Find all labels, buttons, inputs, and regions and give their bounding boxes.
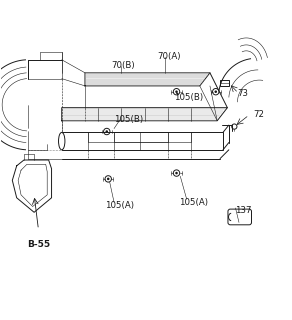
Circle shape	[107, 178, 110, 180]
Text: 105(B): 105(B)	[174, 93, 203, 102]
Text: 72: 72	[253, 110, 265, 119]
Text: 70(B): 70(B)	[111, 61, 135, 70]
Circle shape	[105, 130, 108, 133]
FancyBboxPatch shape	[228, 209, 251, 225]
Text: 105(A): 105(A)	[105, 201, 134, 211]
Bar	[114, 132, 168, 142]
Text: 105(B): 105(B)	[114, 116, 143, 124]
Text: 73: 73	[238, 89, 248, 98]
Bar	[220, 80, 229, 86]
Ellipse shape	[58, 132, 65, 150]
Bar	[62, 132, 223, 150]
Circle shape	[175, 91, 178, 93]
Text: 70(A): 70(A)	[158, 52, 181, 61]
Text: B-55: B-55	[27, 240, 50, 249]
Text: 105(A): 105(A)	[179, 198, 208, 207]
Circle shape	[214, 91, 217, 93]
Circle shape	[175, 172, 178, 174]
Text: 137: 137	[235, 206, 251, 215]
